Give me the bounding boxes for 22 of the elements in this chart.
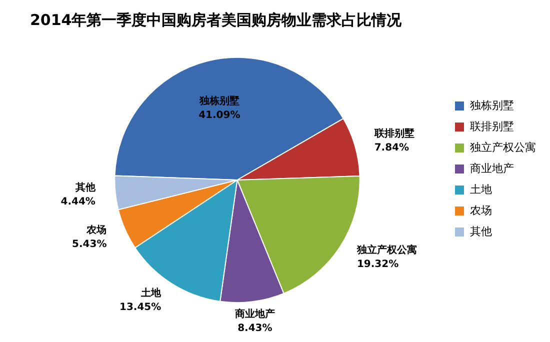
slice-label: 联排别墅	[373, 127, 414, 140]
slice-label: 其他	[74, 181, 96, 194]
slice-label: 独立产权公寓	[356, 244, 417, 256]
legend-label: 独立产权公寓	[470, 140, 536, 154]
legend-label: 商业地产	[470, 162, 514, 175]
data-label: 19.32%	[356, 259, 399, 270]
legend-label: 联排别墅	[470, 120, 514, 133]
data-label: 8.43%	[238, 323, 272, 334]
slice-label: 土地	[140, 287, 162, 300]
legend-label: 其他	[470, 224, 492, 238]
data-label: 5.43%	[72, 239, 107, 250]
slice-label: 商业地产	[234, 308, 275, 320]
legend-label: 农场	[470, 204, 492, 217]
data-label: 41.09%	[198, 110, 240, 122]
data-label: 13.45%	[119, 302, 162, 314]
data-label: 4.44%	[60, 196, 96, 208]
slice-label: 独栋别墅	[198, 95, 240, 108]
slice-label: 农场	[86, 224, 107, 236]
legend-label: 独栋别墅	[470, 98, 514, 112]
legend-label: 土地	[470, 182, 492, 196]
chart-title: 2014年第一季度中国购房者美国购房物业需求占比情况	[30, 10, 403, 29]
data-label: 7.84%	[374, 142, 410, 154]
